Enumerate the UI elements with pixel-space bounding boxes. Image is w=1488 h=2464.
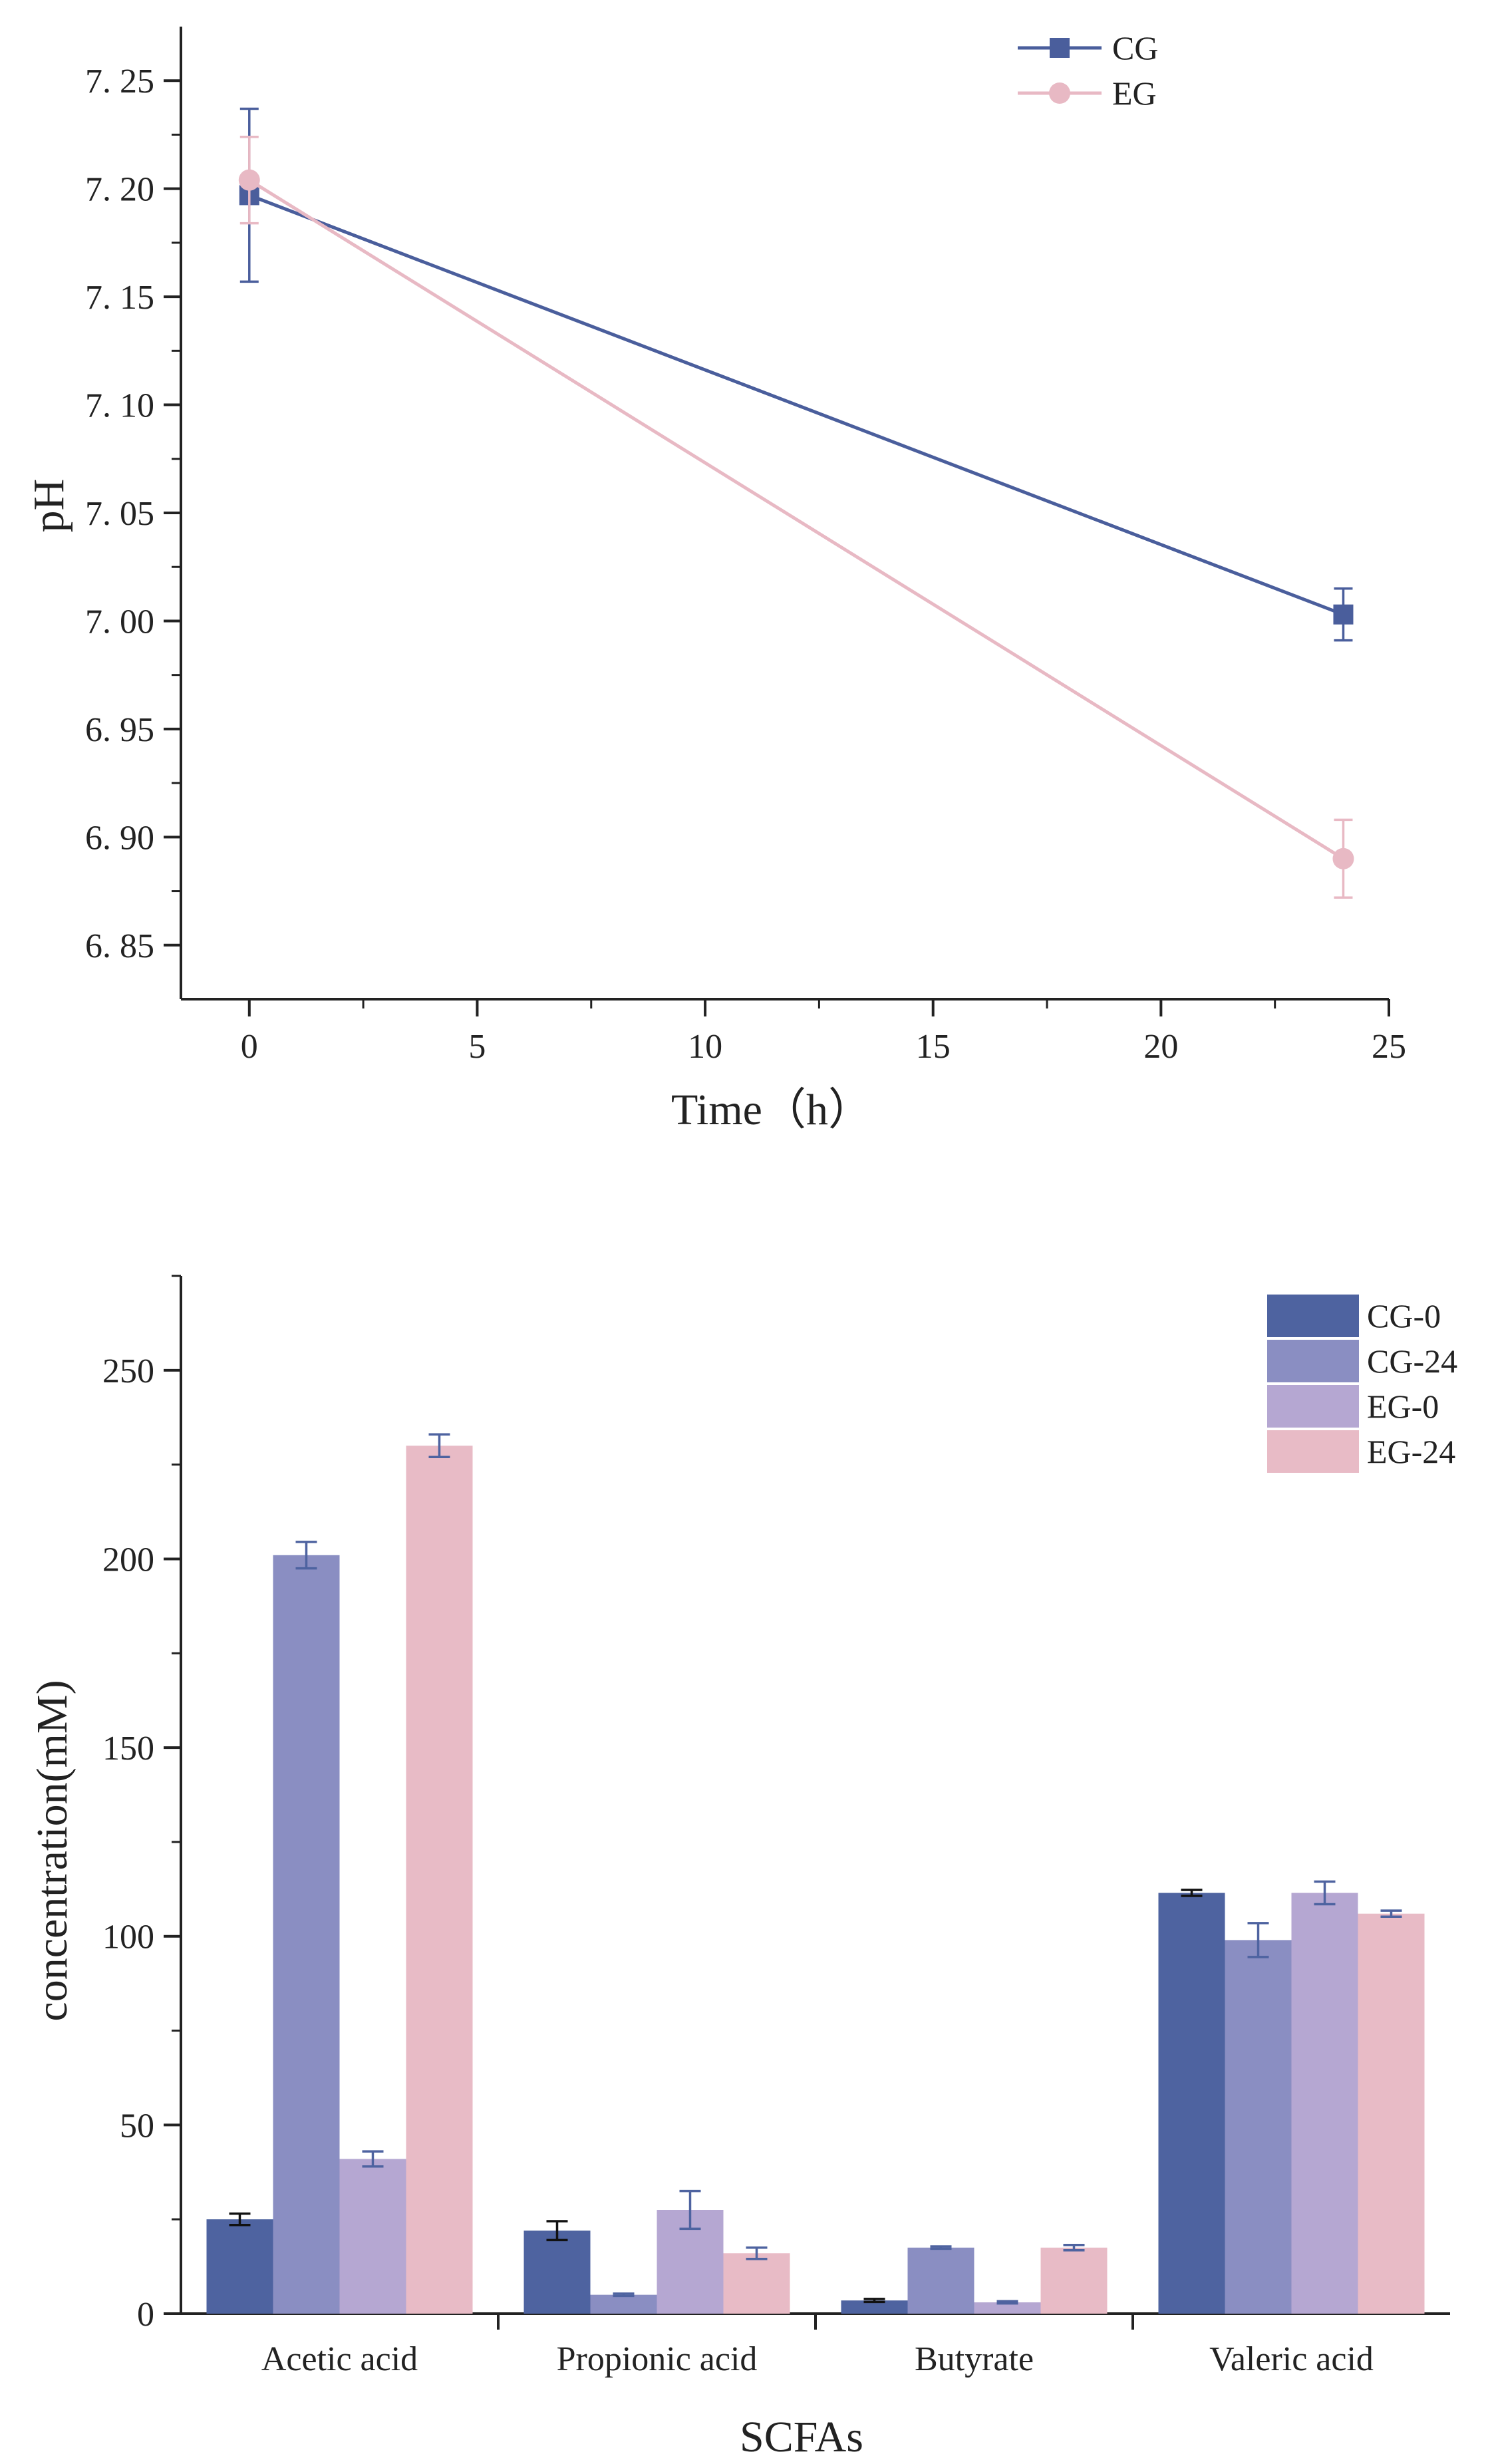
y-tick-label: 6. 90 xyxy=(85,819,154,857)
bar-cg-24 xyxy=(590,2294,657,2314)
x-tick-label: 0 xyxy=(241,1028,258,1066)
y-tick-label: 7. 25 xyxy=(85,63,154,100)
legend-label: EG-24 xyxy=(1367,1433,1455,1470)
y-axis-title: concentration(mM) xyxy=(28,1680,76,2021)
legend-label: CG-0 xyxy=(1367,1297,1441,1334)
series-line-eg xyxy=(248,178,1344,860)
y-tick-label: 7. 15 xyxy=(85,279,154,317)
x-tick-label: Valeric acid xyxy=(1209,2340,1374,2378)
y-tick-label: 6. 85 xyxy=(85,927,154,965)
bar-eg-24 xyxy=(1040,2247,1108,2314)
data-point-eg xyxy=(238,169,260,191)
bar-cg-0 xyxy=(841,2300,908,2314)
y-tick-label: 100 xyxy=(102,1919,154,1956)
y-tick-label: 7. 00 xyxy=(85,603,154,641)
y-tick-label: 150 xyxy=(102,1730,154,1768)
bar-cg-0 xyxy=(1158,1893,1225,2314)
x-tick-label: Propionic acid xyxy=(557,2340,758,2378)
x-tick-label: Acetic acid xyxy=(261,2340,418,2378)
legend-label: EG xyxy=(1112,75,1157,112)
y-tick-label: 50 xyxy=(120,2107,154,2145)
y-tick-label: 6. 95 xyxy=(85,711,154,749)
legend-swatch-eg-0 xyxy=(1267,1385,1359,1428)
x-axis-title: SCFAs xyxy=(740,2413,863,2461)
y-tick-label: 7. 05 xyxy=(85,495,154,533)
bar-cg-0 xyxy=(523,2231,591,2314)
legend-marker xyxy=(1049,82,1070,104)
data-point-eg xyxy=(1332,847,1354,869)
x-tick-label: 25 xyxy=(1372,1028,1406,1066)
x-tick-label: 5 xyxy=(468,1028,486,1066)
legend-label: EG-0 xyxy=(1367,1388,1439,1425)
legend-label: CG-24 xyxy=(1367,1342,1457,1380)
bar-eg-24 xyxy=(406,1446,473,2314)
y-tick-label: 250 xyxy=(102,1352,154,1390)
bar-cg-24 xyxy=(273,1555,340,2314)
y-tick-label: 7. 10 xyxy=(85,387,154,425)
bar-eg-24 xyxy=(723,2253,790,2314)
y-axis-title: pH xyxy=(25,479,73,533)
bar-eg-0 xyxy=(1291,1893,1358,2314)
bar-eg-0 xyxy=(339,2159,406,2314)
y-tick-label: 200 xyxy=(102,1541,154,1579)
bar-eg-24 xyxy=(1358,1913,1425,2314)
x-tick-label: 15 xyxy=(916,1028,951,1066)
bar-cg-24 xyxy=(1225,1940,1292,2314)
legend-label: CG xyxy=(1112,29,1158,67)
legend-swatch-cg-24 xyxy=(1267,1340,1359,1382)
x-tick-label: 20 xyxy=(1143,1028,1178,1066)
bar-eg-0 xyxy=(974,2302,1041,2314)
legend-marker xyxy=(1050,38,1070,58)
series-line-cg xyxy=(248,194,1344,617)
x-axis-title: Time（h） xyxy=(671,1086,872,1134)
y-tick-label: 7. 20 xyxy=(85,171,154,209)
legend-swatch-cg-0 xyxy=(1267,1295,1359,1337)
x-tick-label: Butyrate xyxy=(915,2340,1034,2378)
bar-cg-0 xyxy=(206,2219,273,2314)
x-tick-label: 10 xyxy=(688,1028,722,1066)
bar-cg-24 xyxy=(907,2247,974,2314)
legend-swatch-eg-24 xyxy=(1267,1430,1359,1473)
data-point-cg xyxy=(1333,604,1354,625)
ph-line-chart: pH Time（h） 6. 85 6. 90 6. 95 7. 00 7. 05 7. 1… xyxy=(25,27,1406,1134)
y-tick-label: 0 xyxy=(137,2296,154,2334)
scfa-bar-chart: concentration(mM) SCFAs 0 50 100 150 200 250 A… xyxy=(28,1275,1457,2461)
